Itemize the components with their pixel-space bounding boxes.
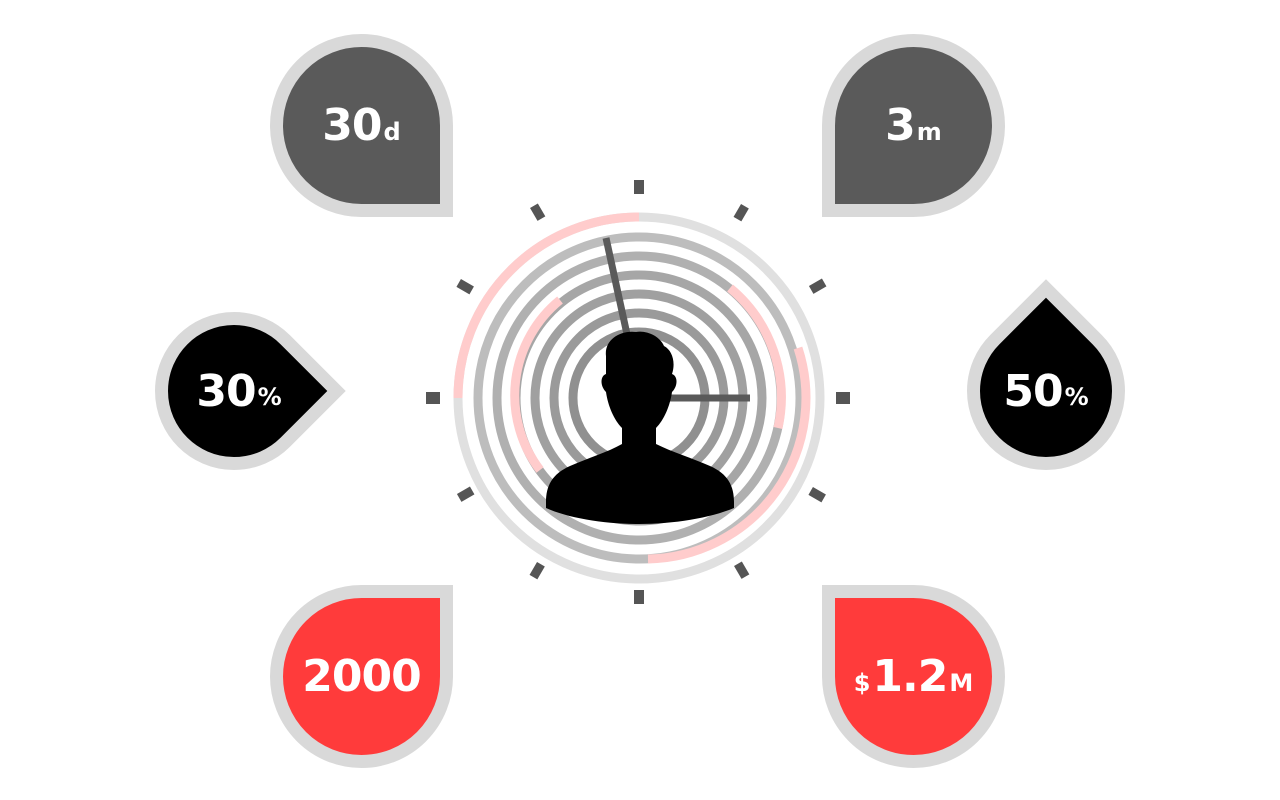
gauge-tick: [634, 590, 644, 604]
gauge-tick: [529, 561, 545, 580]
stat-value: 2000: [302, 650, 421, 702]
gauge-tick: [734, 561, 750, 579]
gauge-tick: [530, 203, 546, 221]
gauge-tick: [808, 278, 827, 294]
stat-value: 30: [196, 365, 256, 417]
stat-unit: d: [383, 117, 401, 146]
stat-unit: m: [916, 117, 942, 146]
stat-unit: M: [949, 668, 974, 697]
gauge-tick: [808, 487, 826, 503]
gauge-tick: [456, 486, 475, 502]
central-gauge: [426, 180, 850, 604]
gauge-tick: [426, 392, 440, 404]
person-silhouette-icon: [546, 331, 734, 524]
gauge-highlight-arc: [510, 296, 563, 473]
stat-prefix: $: [853, 668, 871, 697]
stat-value: 30: [322, 99, 382, 151]
stat-drop-30-percent: 30%: [160, 312, 318, 470]
stat-unit: %: [257, 383, 282, 411]
gauge-ring: [473, 232, 805, 564]
gauge-ticks: [426, 180, 850, 604]
gauge-hand-long: [602, 237, 634, 349]
gauge-tick: [733, 203, 749, 222]
stat-drop-50-percent: 50%: [967, 312, 1125, 470]
gauge-tick: [634, 180, 644, 194]
gauge-highlight-arc: [453, 212, 640, 399]
stat-value: 1.2: [872, 650, 948, 702]
gauge-tick: [456, 279, 474, 295]
gauge-highlight-arc: [647, 346, 811, 564]
stat-value: 3: [885, 99, 916, 151]
stat-value: 50: [1003, 365, 1063, 417]
stat-unit: %: [1064, 383, 1089, 411]
gauge-tick: [836, 392, 850, 404]
gauge-highlight-arc: [727, 284, 786, 429]
